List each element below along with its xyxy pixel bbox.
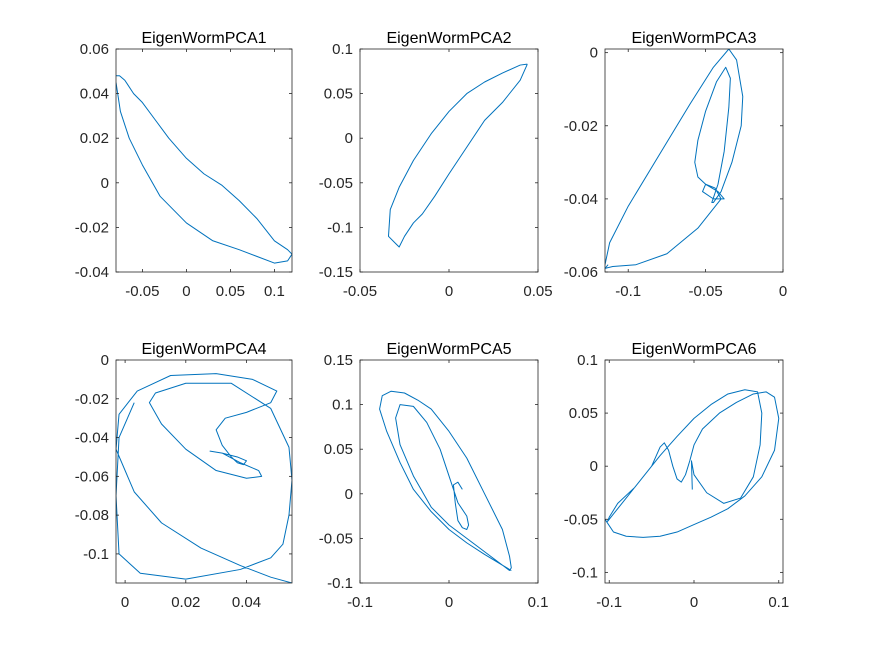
x-tick-label: 0 [690,594,698,611]
y-tick-label: 0.04 [80,86,109,103]
y-tick-label: 0.15 [324,352,353,369]
y-tick-label: 0.1 [332,397,353,414]
y-tick-label: -0.02 [564,118,598,135]
y-tick-label: -0.1 [327,219,353,236]
y-tick-label: 0.05 [324,86,353,103]
x-tick-label: -0.05 [125,283,159,300]
subplot-title: EigenWormPCA1 [141,30,266,47]
y-tick-label: -0.06 [75,468,109,485]
subplot-title: EigenWormPCA2 [386,30,511,47]
x-tick-label: 0.04 [232,594,261,611]
subplot-2: -0.05 0 0.05 -0.15 -0.1 -0.05 0 0.05 0.1 EigenWor… [319,30,553,300]
y-tick-label: -0.04 [75,430,109,447]
y-tick-label: -0.06 [564,264,598,281]
y-tick-label: 0.02 [80,130,109,147]
series-line-1 [605,389,780,538]
x-tick-label: 0.1 [528,594,549,611]
subplot-title: EigenWormPCA3 [631,30,756,47]
y-tick-label: -0.05 [319,530,353,547]
x-tick-label: 0.05 [216,283,245,300]
y-tick-label: 0.06 [80,41,109,58]
y-tick-label: 0.1 [332,41,353,58]
x-tick-label: -0.1 [347,594,373,611]
y-tick-label: 0 [101,352,109,369]
series-line-1 [379,390,512,572]
y-tick-label: 0 [345,130,353,147]
subplot-5: -0.1 0 0.1 -0.1 -0.05 0 0.05 0.1 0.15 EigenWormPC… [319,341,549,611]
x-tick-label: 0 [445,594,453,611]
x-tick-label: -0.05 [343,283,377,300]
subplot-title: EigenWormPCA5 [386,341,511,358]
axes-box [115,48,293,273]
subplot-6: -0.1 0 0.1 -0.1 -0.05 0 0.05 0.1 EigenWormPCA6 [564,341,789,611]
series-line-1 [116,75,292,264]
y-tick-label: -0.1 [83,546,109,563]
y-tick-label: -0.15 [319,264,353,281]
y-tick-label: -0.04 [564,191,598,208]
y-tick-label: -0.05 [319,175,353,192]
subplot-4: 0 0.02 0.04 -0.1 -0.08 -0.06 -0.04 -0.02 0 EigenW… [75,341,293,611]
series-line-1 [116,373,292,583]
x-tick-label: -0.05 [689,283,723,300]
subplot-grid: -0.05 0 0.05 0.1 -0.04 -0.02 0 0.02 0.04 0.06 Eige… [75,30,789,611]
y-tick-label: 0 [345,486,353,503]
x-tick-label: 0.1 [768,594,789,611]
x-tick-label: 0 [445,283,453,300]
series-line-1 [605,49,744,269]
x-tick-label: 0.1 [264,283,285,300]
y-tick-label: -0.02 [75,219,109,236]
y-tick-label: -0.08 [75,507,109,524]
y-tick-label: -0.1 [572,564,598,581]
x-tick-label: -0.1 [596,594,622,611]
y-tick-label: 0.1 [577,352,598,369]
y-tick-label: -0.04 [75,264,109,281]
x-tick-label: 0.05 [523,283,552,300]
y-tick-label: -0.05 [564,511,598,528]
axes-box [115,359,293,584]
axes-box [604,48,784,273]
series-line-1 [387,63,528,248]
x-tick-label: 0.02 [171,594,200,611]
y-tick-label: 0 [101,175,109,192]
x-tick-label: 0 [121,594,129,611]
subplot-title: EigenWormPCA4 [141,341,266,358]
subplot-3: -0.1 -0.05 0 -0.06 -0.04 -0.02 0 EigenWormPCA3 [564,30,787,300]
x-tick-label: 0 [182,283,190,300]
y-tick-label: 0 [590,45,598,62]
y-tick-label: -0.1 [327,575,353,592]
subplot-title: EigenWormPCA6 [631,341,756,358]
x-tick-label: 0 [779,283,787,300]
x-tick-label: -0.1 [615,283,641,300]
subplot-1: -0.05 0 0.05 0.1 -0.04 -0.02 0 0.02 0.04 0.06 Eige… [75,30,293,300]
y-tick-label: 0.05 [569,405,598,422]
y-tick-label: 0.05 [324,441,353,458]
y-tick-label: 0 [590,458,598,475]
y-tick-label: -0.02 [75,391,109,408]
